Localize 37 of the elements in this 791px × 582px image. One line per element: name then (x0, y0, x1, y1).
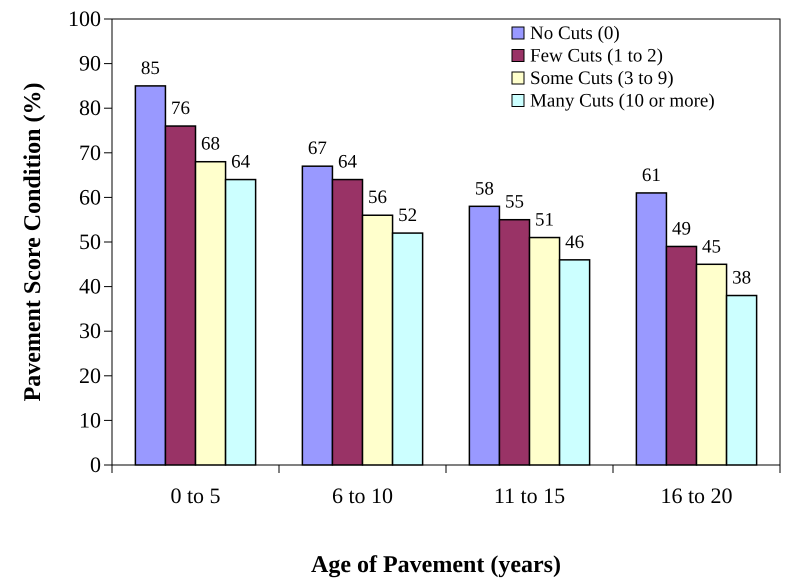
y-tick-label: 30 (79, 318, 101, 344)
y-tick-label: 90 (79, 50, 101, 76)
data-label: 38 (732, 268, 752, 289)
data-label: 49 (672, 218, 691, 240)
data-label: 46 (565, 232, 584, 253)
x-tick-label: 11 to 15 (494, 483, 566, 508)
data-label: 85 (140, 58, 160, 79)
y-tick-label: 80 (79, 95, 101, 120)
legend-label: Many Cuts (10 or more) (530, 90, 715, 112)
x-axis-title: Age of Pavement (years) (311, 552, 561, 578)
data-label: 56 (368, 187, 388, 208)
legend-label: No Cuts (0) (530, 23, 620, 44)
data-label: 61 (642, 164, 661, 186)
y-axis-title: Pavement Score Condition (%) (20, 82, 46, 402)
data-label: 55 (504, 192, 524, 213)
data-label: 52 (398, 205, 418, 226)
y-tick-label: 0 (90, 452, 101, 478)
y-tick-label: 10 (79, 407, 101, 432)
y-tick-label: 40 (79, 274, 101, 299)
data-label: 58 (474, 178, 494, 200)
legend-label: Few Cuts (1 to 2) (530, 46, 663, 66)
y-tick-label: 20 (79, 362, 101, 388)
data-label: 76 (170, 98, 190, 120)
data-label: 64 (231, 152, 251, 173)
data-label: 67 (308, 138, 327, 160)
data-label: 45 (702, 236, 722, 258)
y-tick-label: 60 (79, 184, 101, 210)
x-tick-label: 0 to 5 (170, 483, 221, 508)
legend-label: Some Cuts (3 to 9) (530, 68, 674, 89)
data-label: 64 (338, 152, 358, 173)
x-tick-label: 6 to 10 (332, 483, 394, 508)
data-label: 68 (201, 134, 220, 155)
y-tick-label: 100 (68, 6, 101, 32)
x-tick-label: 16 to 20 (660, 483, 733, 508)
y-tick-label: 50 (79, 229, 101, 254)
y-tick-label: 70 (79, 140, 101, 165)
data-label: 51 (535, 210, 554, 231)
